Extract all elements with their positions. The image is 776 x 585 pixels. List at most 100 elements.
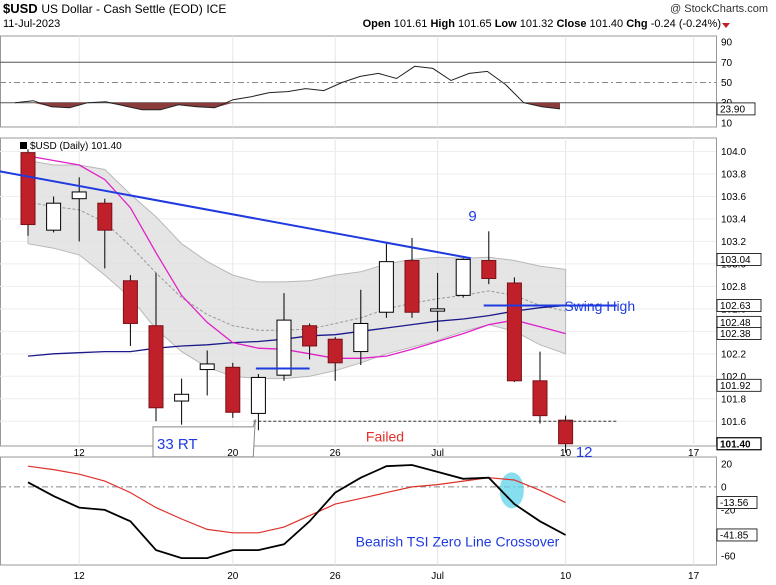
price-tick-label: 103.4 <box>721 214 746 225</box>
downtrend-line <box>0 170 472 260</box>
candle-up <box>199 363 215 371</box>
price-tag: 102.48 <box>720 318 751 329</box>
price-tag: 103.04 <box>720 255 751 266</box>
tsi-line <box>27 464 567 559</box>
tsi-tick-label: -60 <box>721 551 736 562</box>
close-value: 101.40 <box>589 18 624 30</box>
candle-down <box>404 260 420 313</box>
tsi-x-tick-label: 10 <box>560 571 572 582</box>
chg-label: Chg <box>626 18 648 30</box>
rsi-value-tag-box <box>716 102 756 116</box>
band-midline <box>27 201 566 331</box>
tsi-x-tick-label: 12 <box>74 571 86 582</box>
price-x-tick-label: Jul <box>431 448 444 459</box>
price-tag: 102.38 <box>720 329 751 340</box>
candle-up <box>455 258 471 296</box>
candle-up <box>250 376 266 414</box>
price-tag-box <box>716 299 762 312</box>
price-tick-label: 102.2 <box>721 349 746 360</box>
low-value: 101.32 <box>519 18 554 30</box>
price-x-tick-label: 26 <box>330 448 342 459</box>
high-label: High <box>430 18 455 30</box>
down-arrow-icon <box>722 23 730 28</box>
low-label: Low <box>494 18 517 30</box>
price-tag: 101.40 <box>720 439 751 450</box>
candle-down <box>506 282 522 382</box>
brand-logo: @ StockCharts.com <box>670 3 768 15</box>
price-tick-label: 102.8 <box>721 282 746 293</box>
candle-up <box>71 191 87 200</box>
annotation-rt: 33 RT <box>157 436 198 453</box>
price-tick-label: 103.6 <box>721 192 746 203</box>
candle-up <box>276 319 292 376</box>
rsi-line <box>14 65 561 111</box>
rsi-panel-frame <box>0 35 717 128</box>
legend-swatch <box>20 142 27 149</box>
candle-down <box>327 338 343 364</box>
price-tag-box <box>716 437 762 451</box>
candle-up <box>174 393 190 402</box>
price-tick-label: 103.8 <box>721 169 746 180</box>
rsi-value-tag: 23.90 <box>720 104 745 115</box>
candle-up <box>378 261 394 313</box>
rsi-tick-label: 70 <box>721 58 733 69</box>
instrument-name: US Dollar - Cash Settle (EOD) <box>41 2 203 16</box>
rt-callout-box <box>152 419 256 458</box>
open-label: Open <box>362 18 391 30</box>
tsi-tag: -41.85 <box>720 530 749 541</box>
tsi-tick-label: -20 <box>721 505 736 516</box>
price-tag-box <box>716 327 762 340</box>
tsi-x-tick-label: Jul <box>431 571 444 582</box>
price-tag: 102.63 <box>720 301 751 312</box>
candle-down <box>97 202 113 231</box>
price-tag-box <box>716 253 762 266</box>
tsi-tick-label: 20 <box>721 459 733 470</box>
candle-down <box>532 380 548 417</box>
price-tick-label: 101.8 <box>721 394 746 405</box>
candle-down <box>20 152 36 226</box>
high-value: 101.65 <box>457 18 492 30</box>
tsi-tag-box <box>716 528 758 542</box>
candle-down <box>225 366 241 413</box>
keltner-band <box>27 159 567 380</box>
slow-ma-line <box>27 304 566 357</box>
annotation-twelve: 12 <box>576 444 593 461</box>
price-tick-label: 102.0 <box>721 372 746 383</box>
price-x-tick-label: 17 <box>688 448 700 459</box>
tsi-tick-label: 0 <box>721 482 727 493</box>
rsi-tick-label: 90 <box>721 38 733 49</box>
candle-down <box>122 280 138 324</box>
tsi-x-tick-label: 17 <box>688 571 700 582</box>
rsi-tick-label: 50 <box>721 78 733 89</box>
annotation-nine: 9 <box>468 208 476 225</box>
annotation-swing-high: Swing High <box>564 298 635 314</box>
price-x-tick-label: 10 <box>560 448 572 459</box>
exchange: ICE <box>206 2 227 16</box>
tsi-x-tick-label: 20 <box>227 571 239 582</box>
tsi-x-tick-label: 26 <box>330 571 342 582</box>
tsi-panel-frame <box>0 456 717 566</box>
chart-date: 11-Jul-2023 <box>3 18 61 30</box>
price-legend: $USD (Daily) 101.40 <box>30 141 122 152</box>
candle-up <box>430 308 446 312</box>
candle-up <box>46 202 62 231</box>
price-tick-label: 103.2 <box>721 237 746 248</box>
price-tick-label: 104.0 <box>721 147 746 158</box>
price-x-tick-label: 12 <box>74 448 86 459</box>
candle-down <box>302 325 318 347</box>
candle-down <box>481 260 497 280</box>
annotation-failed: Failed <box>366 429 404 445</box>
tsi-tag: -13.56 <box>720 498 749 509</box>
tsi-annotation: Bearish TSI Zero Line Crossover <box>356 534 560 550</box>
tsi-signal-line <box>27 465 566 534</box>
close-label: Close <box>556 18 587 30</box>
crossover-highlight <box>499 472 524 509</box>
price-tick-label: 101.6 <box>721 417 746 428</box>
open-value: 101.61 <box>393 18 428 30</box>
ohlc-readout: Open 101.61 High 101.65 Low 101.32 Close… <box>363 18 721 30</box>
candle-down <box>558 419 574 445</box>
tsi-tag-box <box>716 496 758 509</box>
price-x-tick-label: 20 <box>227 448 239 459</box>
price-tag-box <box>716 378 762 392</box>
